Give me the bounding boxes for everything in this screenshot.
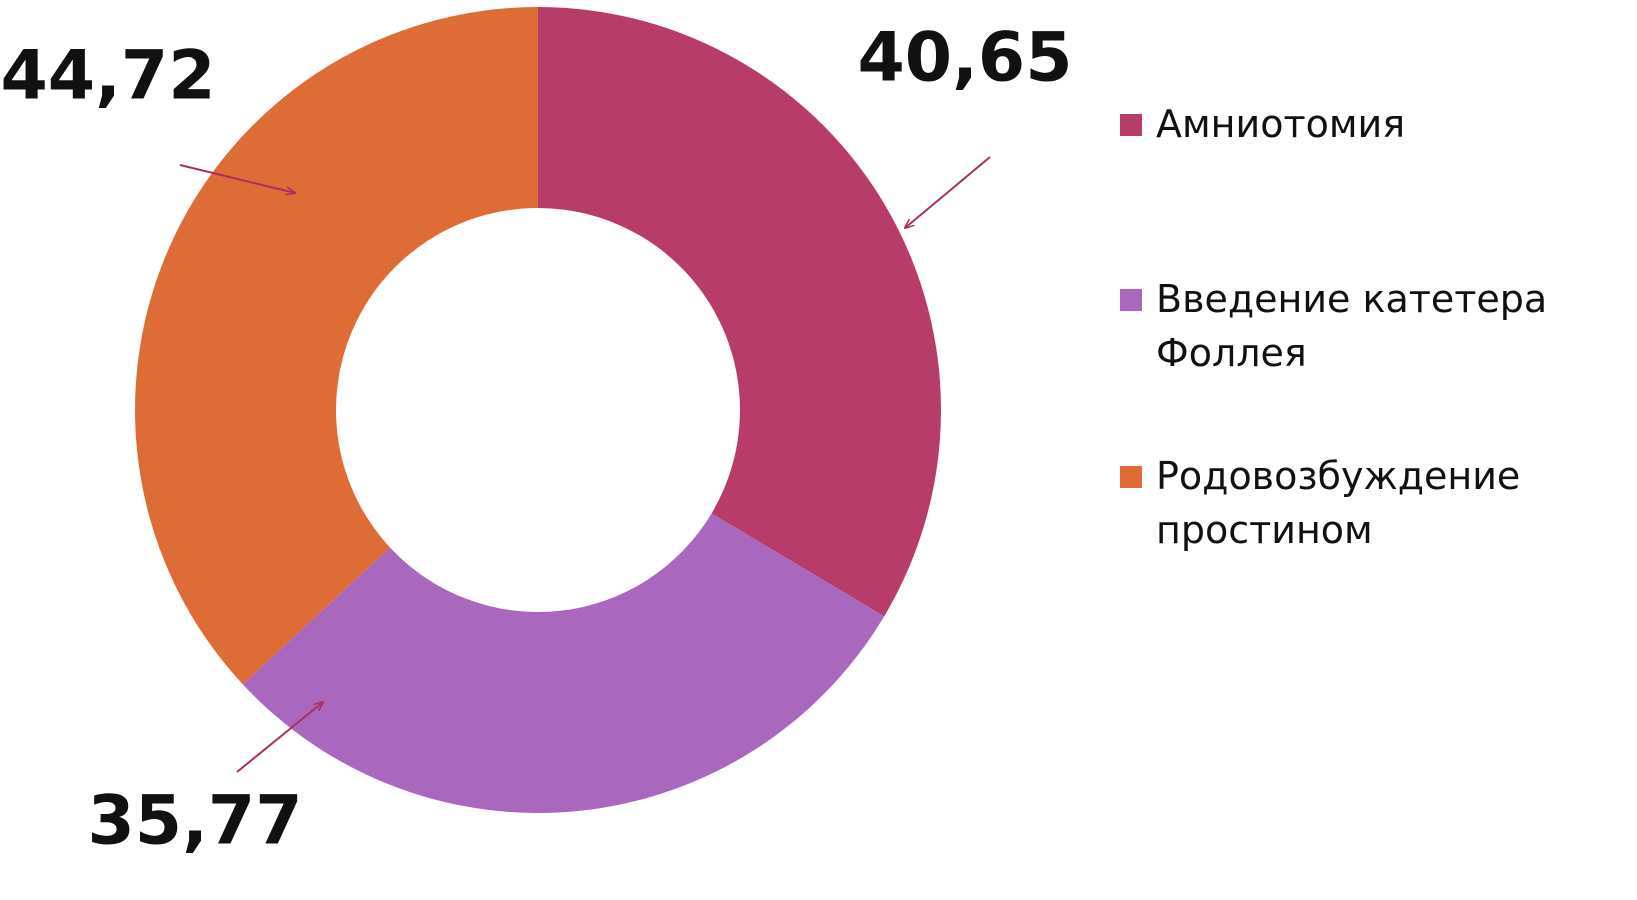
slice	[242, 513, 885, 814]
legend-swatch	[1120, 466, 1142, 488]
arrow	[236, 702, 323, 773]
data-label: 35,77	[87, 782, 302, 861]
arrow	[905, 156, 991, 228]
slice	[538, 7, 941, 617]
legend-item: Амниотомия	[1120, 97, 1580, 151]
legend-item: Введение катетера Фоллея	[1120, 272, 1580, 380]
legend-label: Введение катетера Фоллея	[1156, 277, 1548, 375]
arrow	[179, 164, 295, 193]
data-label: 44,72	[0, 37, 215, 116]
legend-swatch	[1120, 289, 1142, 311]
legend-label: Родовозбуждение простином	[1156, 454, 1521, 552]
slice	[134, 7, 538, 685]
legend-swatch	[1120, 114, 1142, 136]
legend-item: Родовозбуждение простином	[1120, 449, 1580, 557]
data-label: 40,65	[857, 19, 1072, 98]
legend-label: Амниотомия	[1156, 102, 1406, 146]
